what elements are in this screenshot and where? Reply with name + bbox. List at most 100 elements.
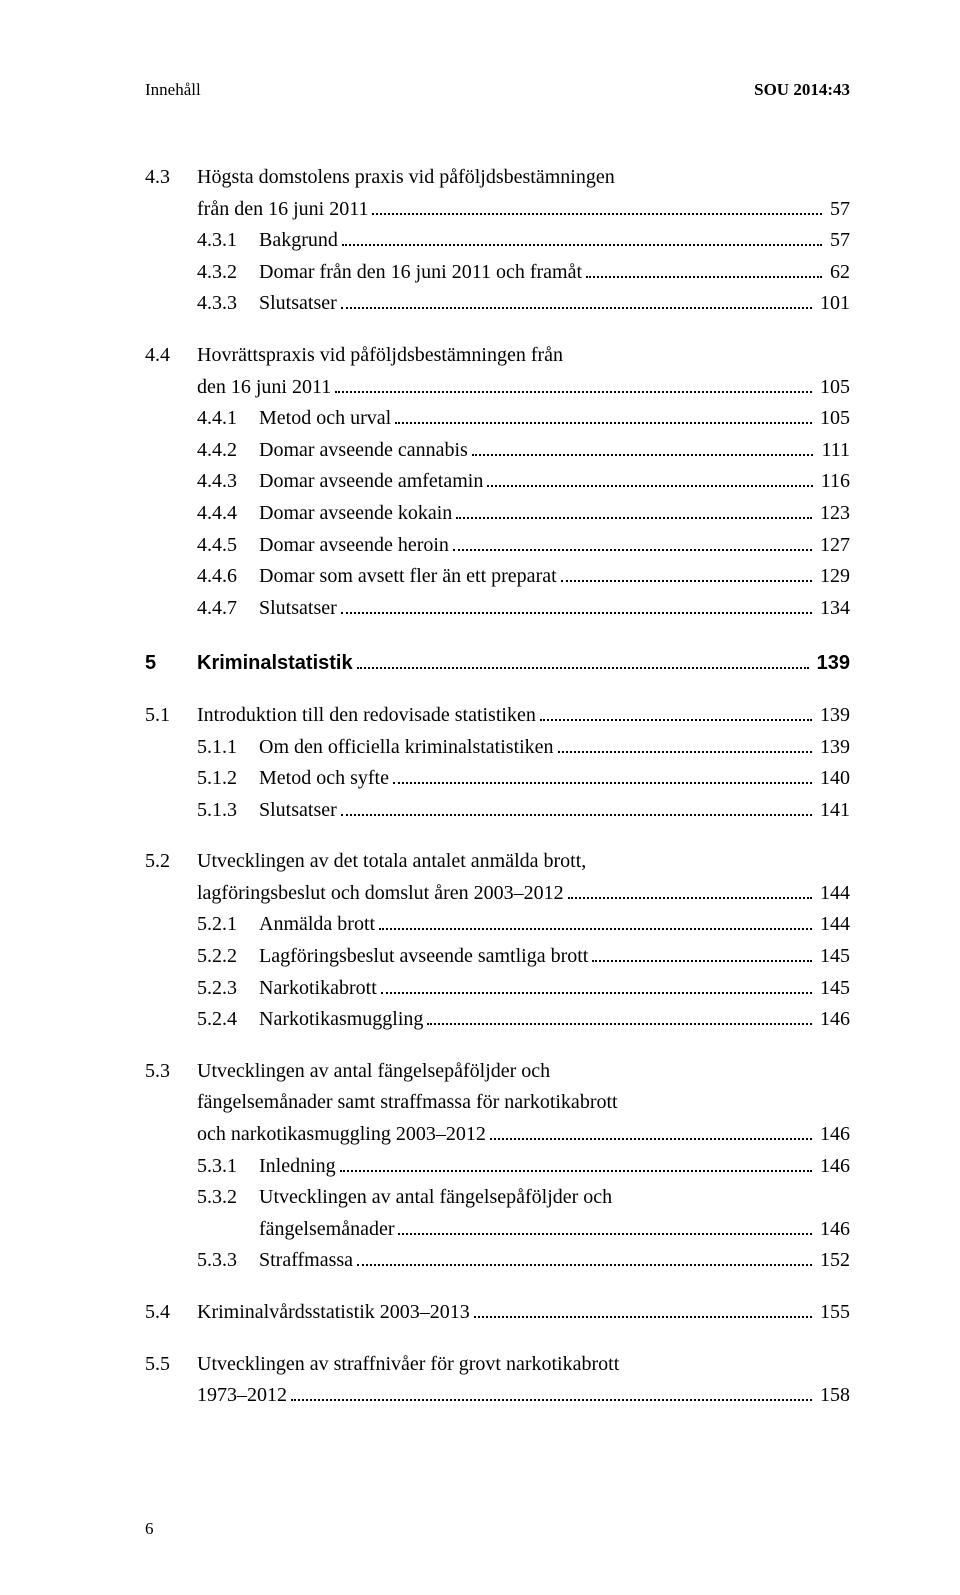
toc-entry-label: Anmälda brott [259,909,375,941]
toc-leader-dots [372,197,822,215]
toc-leader-dots [592,944,812,962]
toc-leader-dots [427,1007,812,1025]
toc-entry: 4.3.2Domar från den 16 juni 2011 och fra… [145,257,850,289]
toc-entry-label: Inledning [259,1151,336,1183]
toc-entry: 5.3.2Utvecklingen av antal fängelsepåföl… [145,1182,850,1214]
toc-entry-label: 1973–2012 [197,1380,287,1412]
toc-entry: den 16 juni 2011105 [145,372,850,404]
toc-entry: 5.2Utvecklingen av det totala antalet an… [145,846,850,878]
toc-entry: 4.3.3Slutsatser101 [145,288,850,320]
toc-entry: 4.3Högsta domstolens praxis vid påföljds… [145,162,850,194]
toc-entry-page: 146 [816,1119,850,1151]
toc-entry-number: 5.2.3 [197,973,259,1005]
toc-leader-dots [357,651,809,669]
toc-entry: 5Kriminalstatistik 139 [145,648,850,680]
toc-leader-dots [540,703,812,721]
toc-entry-label: Narkotikabrott [259,973,377,1005]
toc-entry-number: 5.3 [145,1056,197,1088]
toc-entry: och narkotikasmuggling 2003–2012 146 [145,1119,850,1151]
toc-entry-page: 146 [816,1214,850,1246]
toc-entry-page: 134 [816,593,850,625]
running-header: Innehåll SOU 2014:43 [145,80,850,100]
toc-entry: fängelsemånader 146 [145,1214,850,1246]
toc-entry-label: från den 16 juni 2011 [197,194,368,226]
toc-entry-page: 146 [816,1004,850,1036]
toc-entry: 4.4.5Domar avseende heroin127 [145,530,850,562]
toc-entry-label: Domar från den 16 juni 2011 och framåt [259,257,582,289]
toc-entry-number: 5.1.2 [197,763,259,795]
toc-leader-dots [395,406,812,424]
toc-leader-dots [381,976,812,994]
toc-entry-label: Hovrättspraxis vid påföljdsbestämningen … [197,340,850,372]
toc-entry-label: Bakgrund [259,225,338,257]
toc-entry-number: 4.4.4 [197,498,259,530]
toc-entry: lagföringsbeslut och domslut åren 2003–2… [145,878,850,910]
toc-leader-dots [586,260,822,278]
toc-entry: 5.3Utvecklingen av antal fängelsepåföljd… [145,1056,850,1088]
toc-entry-label: lagföringsbeslut och domslut åren 2003–2… [197,878,564,910]
toc-entry-number: 4.4.2 [197,435,259,467]
toc-entry: 4.4.2Domar avseende cannabis111 [145,435,850,467]
toc-entry-number: 5.3.2 [197,1182,259,1214]
toc-entry-label: fängelsemånader [259,1214,394,1246]
toc-leader-dots [456,501,812,519]
toc-spacer [145,826,850,846]
toc-entry-number: 5 [145,648,197,680]
toc-entry-number: 4.3 [145,162,197,194]
toc-leader-dots [472,438,814,456]
toc-entry: från den 16 juni 2011 57 [145,194,850,226]
toc-entry-label: Domar avseende heroin [259,530,449,562]
document-page: Innehåll SOU 2014:43 4.3Högsta domstolen… [0,0,960,1472]
toc-entry-page: 139 [813,648,850,680]
toc-entry: 4.4.3Domar avseende amfetamin116 [145,466,850,498]
toc-entry-page: 127 [816,530,850,562]
toc-entry-label: Domar avseende kokain [259,498,452,530]
toc-entry: 4.4.4Domar avseende kokain 123 [145,498,850,530]
toc-entry-page: 146 [816,1151,850,1183]
toc-entry-page: 62 [826,257,850,289]
toc-entry-page: 145 [816,941,850,973]
toc-entry-label: Slutsatser [259,288,337,320]
toc-entry-number: 4.4.7 [197,593,259,625]
toc-entry-label: Utvecklingen av straffnivåer för grovt n… [197,1349,850,1381]
toc-entry-label: och narkotikasmuggling 2003–2012 [197,1119,486,1151]
toc-entry-label: Utvecklingen av det totala antalet anmäl… [197,846,850,878]
toc-entry-page: 139 [816,732,850,764]
toc-entry: 4.4.6Domar som avsett fler än ett prepar… [145,561,850,593]
toc-entry-label: fängelsemånader samt straffmassa för nar… [197,1087,850,1119]
toc-entry-label: Metod och urval [259,403,391,435]
toc-entry-page: 158 [816,1380,850,1412]
toc-leader-dots [291,1383,812,1401]
toc-entry: 5.2.1Anmälda brott144 [145,909,850,941]
toc-entry: 5.4Kriminalvårdsstatistik 2003–2013155 [145,1297,850,1329]
toc-entry-page: 123 [816,498,850,530]
toc-entry-number: 5.3.1 [197,1151,259,1183]
toc-entry-label: Domar avseende cannabis [259,435,468,467]
toc-entry-number: 5.2.4 [197,1004,259,1036]
toc-entry-label: Introduktion till den redovisade statist… [197,700,536,732]
toc-leader-dots [398,1217,812,1235]
table-of-contents: 4.3Högsta domstolens praxis vid påföljds… [145,162,850,1412]
toc-entry: 4.4Hovrättspraxis vid påföljdsbestämning… [145,340,850,372]
toc-entry-page: 105 [816,403,850,435]
toc-entry-number: 5.5 [145,1349,197,1381]
toc-entry-number: 5.1.1 [197,732,259,764]
toc-entry-page: 57 [826,194,850,226]
toc-entry-label: Straffmassa [259,1245,353,1277]
toc-entry-number: 5.3.3 [197,1245,259,1277]
toc-entry-page: 144 [816,878,850,910]
toc-entry-label: Narkotikasmuggling [259,1004,423,1036]
toc-leader-dots [558,735,812,753]
toc-leader-dots [561,564,812,582]
toc-entry-label: Kriminalstatistik [197,648,353,680]
toc-entry-number: 5.1.3 [197,795,259,827]
toc-entry: 5.1.3Slutsatser141 [145,795,850,827]
toc-leader-dots [568,881,812,899]
page-number: 6 [145,1519,154,1539]
toc-entry-label: den 16 juni 2011 [197,372,331,404]
toc-entry-page: 145 [816,973,850,1005]
toc-entry: 5.3.3Straffmassa152 [145,1245,850,1277]
toc-leader-dots [335,375,812,393]
toc-entry-number: 4.4 [145,340,197,372]
toc-entry-number: 5.4 [145,1297,197,1329]
